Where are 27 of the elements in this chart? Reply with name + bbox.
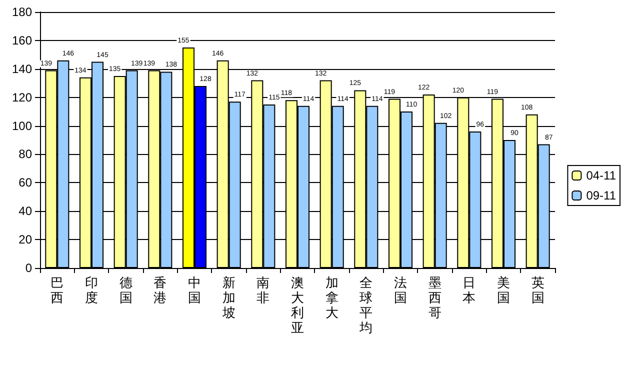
legend-label: 09-11 [586, 188, 616, 202]
y-tick-label: 0 [25, 261, 32, 275]
x-tick-label: 澳大利亚 [291, 276, 304, 336]
y-tick-label: 100 [12, 118, 32, 133]
y-tick-label: 160 [12, 33, 32, 48]
x-tick-label: 法国 [394, 276, 407, 306]
x-tick-label: 德国 [119, 276, 132, 306]
x-tick-label: 新加坡 [221, 276, 236, 321]
x-tick-label: 英国 [531, 276, 544, 306]
x-tick-label: 日本 [462, 276, 476, 306]
x-tick-label: 南非 [256, 276, 270, 306]
y-tick-label: 120 [12, 90, 32, 104]
x-tick-label: 中国 [188, 276, 201, 306]
x-tick-label: 全球平均 [358, 276, 373, 336]
x-tick-label: 香港 [154, 276, 167, 306]
y-tick-label: 80 [18, 147, 32, 162]
x-tick-label: 印度 [85, 276, 98, 306]
x-tick-label: 加拿大 [325, 276, 338, 321]
legend-label: 04-11 [586, 168, 616, 182]
y-tick-label: 60 [18, 176, 32, 190]
y-tick-label: 180 [12, 5, 32, 19]
x-tick-label: 巴西 [50, 276, 64, 306]
x-tick-label: 美国 [497, 275, 510, 306]
x-tick-label: 墨西哥 [428, 276, 442, 321]
y-tick-label: 140 [12, 62, 32, 76]
y-tick-label: 40 [18, 204, 32, 218]
y-tick-label: 20 [18, 232, 32, 247]
